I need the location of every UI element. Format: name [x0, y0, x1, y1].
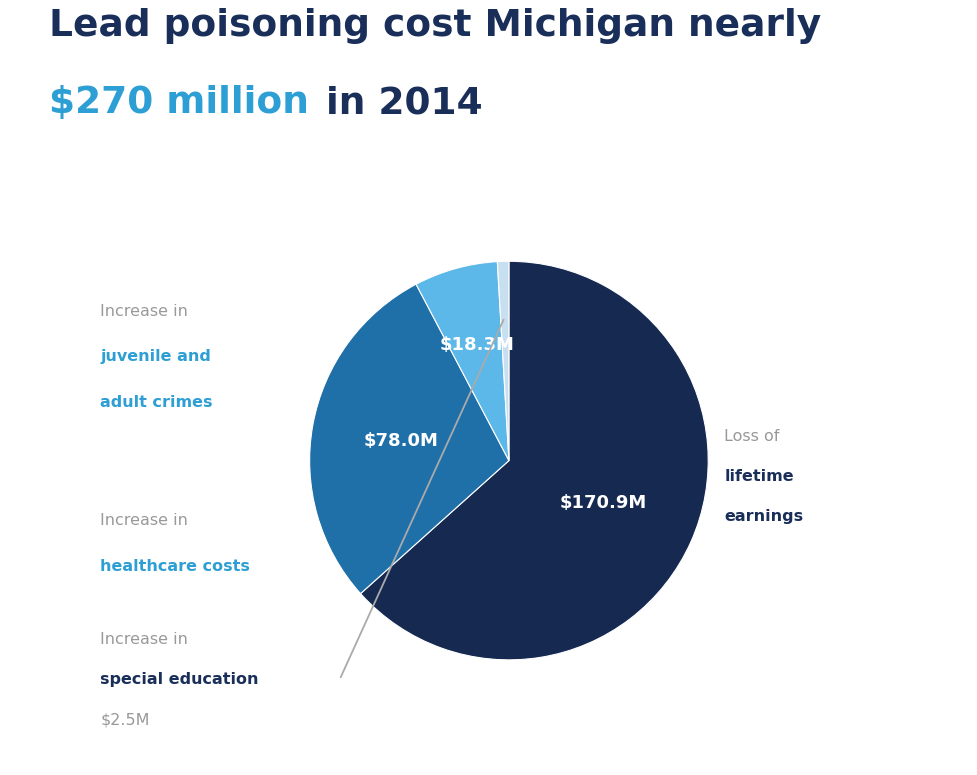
- Text: juvenile and: juvenile and: [101, 350, 211, 364]
- Text: Increase in: Increase in: [101, 513, 189, 528]
- Text: Loss of: Loss of: [723, 429, 779, 444]
- Text: lifetime: lifetime: [723, 469, 793, 484]
- Text: healthcare costs: healthcare costs: [101, 559, 250, 574]
- Text: earnings: earnings: [723, 509, 802, 524]
- Wedge shape: [361, 261, 707, 660]
- Wedge shape: [497, 261, 508, 460]
- Text: adult crimes: adult crimes: [101, 395, 213, 410]
- Wedge shape: [415, 262, 508, 460]
- Text: in 2014: in 2014: [313, 85, 482, 121]
- Text: $170.9M: $170.9M: [560, 494, 647, 512]
- Text: Increase in: Increase in: [101, 632, 189, 647]
- Text: Lead poisoning cost Michigan nearly: Lead poisoning cost Michigan nearly: [49, 8, 821, 43]
- Text: $270 million: $270 million: [49, 85, 309, 121]
- Wedge shape: [310, 284, 508, 594]
- Text: Increase in: Increase in: [101, 304, 189, 319]
- Text: $78.0M: $78.0M: [363, 432, 438, 450]
- Text: special education: special education: [101, 672, 259, 687]
- Text: $18.3M: $18.3M: [439, 336, 514, 354]
- Text: $2.5M: $2.5M: [101, 712, 149, 727]
